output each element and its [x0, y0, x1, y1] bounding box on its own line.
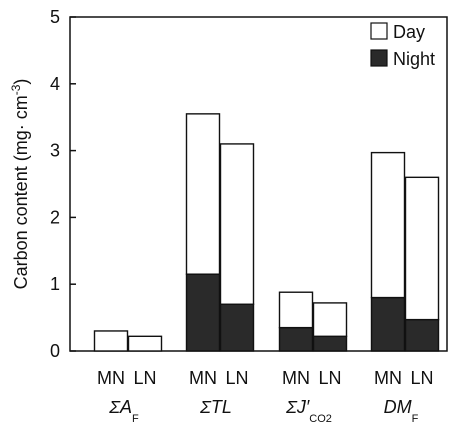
group-label: ΣTL [199, 397, 232, 417]
category-label-ln: LN [225, 368, 248, 388]
y-axis-label-main: Carbon content (mg· cm [11, 95, 31, 289]
category-label-mn: MN [374, 368, 402, 388]
y-tick-label: 3 [50, 141, 60, 161]
bar-segment-night-mn [278, 326, 314, 352]
bar-segment-night-ln [312, 335, 348, 352]
category-label-ln: LN [410, 368, 433, 388]
y-axis-label-tail: ) [11, 79, 31, 85]
y-axis-label: Carbon content (mg· cm-3) [9, 79, 31, 290]
group-label-subscript: CO2 [309, 413, 332, 425]
y-tick-label: 4 [50, 74, 60, 94]
bar-series [93, 113, 440, 352]
y-axis-ticks: 0 1 2 3 4 5 [50, 7, 76, 361]
category-labels: MN LN MN LN MN LN MN LN [97, 368, 434, 388]
category-label-ln: LN [318, 368, 341, 388]
y-tick-label: 5 [50, 7, 60, 27]
category-label-ln: LN [133, 368, 156, 388]
bar-segment-night-mn [185, 273, 221, 352]
bar-segment-night-ln [219, 303, 255, 352]
bar-segment-day-ln [127, 335, 163, 352]
chart-plot-frame [69, 16, 448, 352]
y-tick-label: 1 [50, 274, 60, 294]
legend: Day Night [370, 22, 435, 69]
bar-segment-day-ln [404, 176, 440, 321]
group-label: DMF [384, 397, 419, 425]
category-label-mn: MN [189, 368, 217, 388]
bar-segment-day-ln [312, 302, 348, 338]
legend-swatch-night [370, 49, 388, 67]
bar-segment-day-ln [219, 143, 255, 305]
group-label-subscript: F [412, 413, 419, 425]
group-label: ΣJ′CO2 [285, 397, 332, 425]
y-tick-label: 2 [50, 207, 60, 227]
bar-segment-day-mn [185, 113, 221, 275]
bar-segment-day-mn [278, 291, 314, 329]
y-axis-label-sup: -3 [9, 84, 23, 95]
group-label-subscript: F [132, 413, 139, 425]
category-label-mn: MN [282, 368, 310, 388]
group-labels: ΣAF ΣTL ΣJ′CO2 DMF [108, 397, 418, 425]
group-label: ΣAF [108, 397, 139, 425]
bar-segment-night-mn [370, 296, 406, 352]
legend-swatch-day [370, 22, 388, 40]
y-tick-label: 0 [50, 341, 60, 361]
bar-segment-night-ln [404, 318, 440, 352]
category-label-mn: MN [97, 368, 125, 388]
bar-segment-day-mn [370, 151, 406, 299]
legend-label-night: Night [393, 49, 435, 69]
bar-segment-day-mn [93, 330, 129, 352]
legend-label-day: Day [393, 22, 425, 42]
